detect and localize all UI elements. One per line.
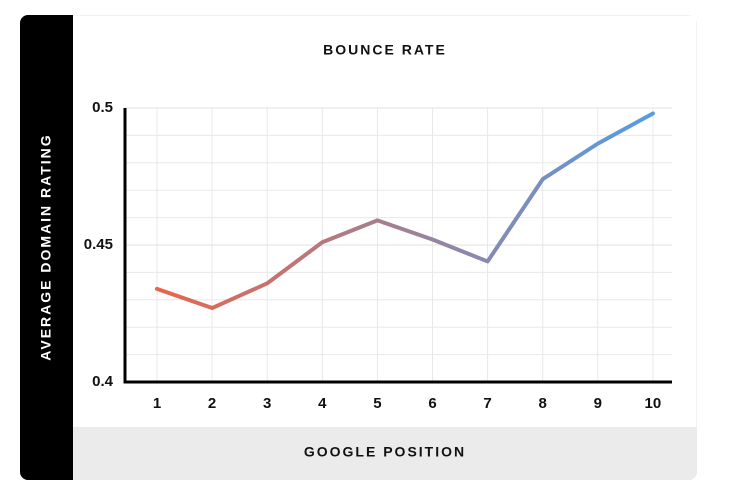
- y-label-band: [20, 15, 73, 480]
- x-tick-label: 9: [594, 395, 602, 412]
- x-tick-label: 5: [373, 395, 381, 412]
- x-tick-label: 4: [318, 395, 327, 412]
- y-tick-label: 0.4: [92, 373, 114, 390]
- card: [20, 15, 697, 480]
- x-tick-label: 3: [263, 395, 271, 412]
- x-tick-label: 1: [153, 395, 161, 412]
- x-tick-label: 7: [483, 395, 491, 412]
- x-tick-label: 2: [208, 395, 216, 412]
- chart-title: BOUNCE RATE: [323, 42, 447, 58]
- x-tick-label: 10: [645, 395, 662, 412]
- y-axis-label: AVERAGE DOMAIN RATING: [38, 133, 54, 360]
- plot: 0.4 0.45 0.5 1 2 3 4 5 6 7 8 9 10: [84, 99, 672, 412]
- x-tick-label: 6: [428, 395, 436, 412]
- x-label-band: [73, 427, 697, 480]
- y-tick-label: 0.45: [84, 236, 113, 253]
- card-bg: [20, 15, 697, 480]
- y-tick-label: 0.5: [92, 99, 113, 116]
- x-axis-label: GOOGLE POSITION: [304, 444, 466, 460]
- data-line: [155, 111, 655, 311]
- x-tick-label: 8: [539, 395, 547, 412]
